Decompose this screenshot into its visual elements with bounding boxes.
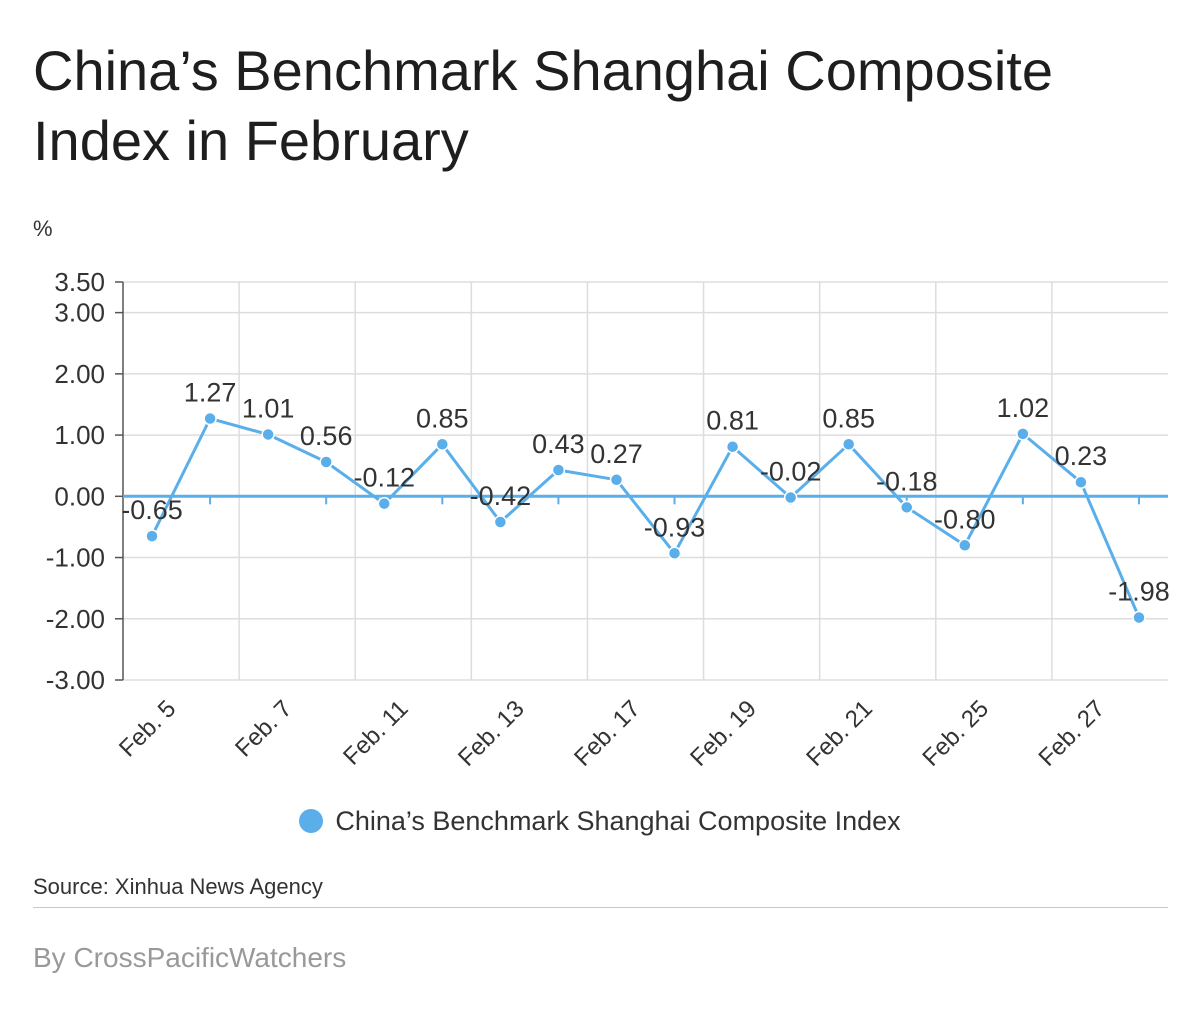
chart-title: China’s Benchmark Shanghai Composite Ind… [33,39,1053,172]
data-point [145,529,159,543]
data-label: 1.02 [997,393,1050,423]
data-point [958,538,972,553]
data-label: -0.80 [934,504,996,534]
data-point [261,427,275,442]
data-label: 1.01 [242,393,295,423]
x-tick-label: Feb. 21 [801,695,878,772]
data-label: -0.42 [470,481,532,511]
data-point [435,437,450,452]
data-label: -0.93 [644,512,706,542]
x-tick-label: Feb. 19 [685,695,762,772]
data-point [203,411,217,426]
x-tick-label: Feb. 13 [453,695,530,772]
y-tick-label: 3.50 [54,267,105,297]
legend-label: China’s Benchmark Shanghai Composite Ind… [335,806,901,836]
data-point [841,437,856,452]
divider [33,907,1168,908]
x-tick-label: Feb. 7 [230,695,297,762]
data-label: -1.98 [1108,577,1170,607]
data-label: 0.56 [300,421,353,451]
y-tick-label: 3.00 [54,298,105,328]
y-tick-label: 2.00 [54,359,105,389]
x-tick-label: Feb. 11 [338,695,413,770]
data-point [1074,475,1088,489]
data-label: 0.23 [1055,441,1108,471]
data-point [377,496,391,511]
source-note: Source: Xinhua News Agency [33,874,323,899]
line-chart: -3.00 -2.00 -1.00 0.00 1.00 2.00 3.003.50 Feb. … [46,267,1170,772]
data-point [725,439,740,454]
data-label: -0.18 [876,466,938,496]
data-label: 0.85 [822,403,875,433]
data-label: 0.43 [532,429,585,459]
y-tick-label: -3.00 [46,665,105,695]
y-tick-label: 0.00 [54,481,105,511]
data-label: 0.27 [590,439,643,469]
legend-marker [299,809,324,833]
data-label: -0.12 [353,463,415,493]
x-tick-label: Feb. 25 [917,695,994,772]
x-tick-label: Feb. 5 [114,695,181,762]
x-tick-label: Feb. 27 [1034,695,1111,772]
data-point [667,546,682,561]
y-tick-label: -2.00 [46,604,105,634]
data-point [319,455,333,469]
credit-line: By CrossPacificWatchers [33,942,347,973]
data-point [609,473,624,487]
data-point [783,490,798,505]
y-unit-label: % [33,216,53,241]
x-tick-label: Feb. 17 [569,695,646,772]
y-tick-label: -1.00 [46,543,105,573]
chart-legend: China’s Benchmark Shanghai Composite Ind… [0,806,1200,837]
data-label: 0.85 [416,403,469,433]
data-label: 1.27 [184,378,237,408]
data-point [1132,610,1146,625]
data-label: -0.65 [121,495,183,525]
data-label: -0.02 [760,457,822,487]
data-point [493,515,508,529]
data-point [900,500,914,515]
series-line [150,417,1141,619]
data-point [551,463,566,477]
data-label: 0.81 [706,406,759,436]
data-point [1016,427,1030,441]
y-tick-label: 1.00 [54,420,105,450]
